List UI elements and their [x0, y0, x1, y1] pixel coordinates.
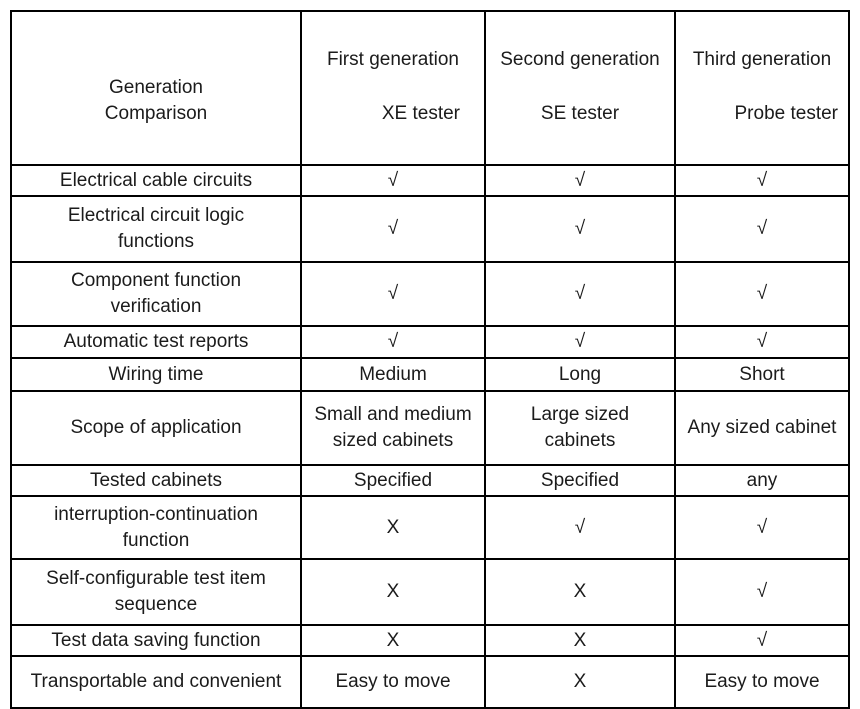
value-cell: √	[484, 261, 676, 328]
value-cell: √	[674, 164, 850, 198]
corner-header-line1: Generation	[108, 77, 203, 98]
generation-comparison-table: Generation Comparison First generation X…	[10, 9, 850, 709]
row-label-cell: Scope of application	[10, 390, 302, 467]
value-cell: Specified	[484, 464, 676, 498]
table-row: Transportable and convenient Easy to mov…	[10, 655, 850, 709]
value-cell: Short	[674, 357, 850, 393]
column-header-generation-label: First generation	[326, 49, 459, 71]
row-label-cell: Tested cabinets	[10, 464, 302, 498]
corner-header-line2: Comparison	[104, 103, 208, 125]
row-label-cell: interruption-continuation function	[10, 495, 302, 561]
column-header-third-generation: Third generation Probe tester	[674, 9, 850, 167]
table-row: Automatic test reports √ √ √	[10, 325, 850, 360]
value-cell: √	[484, 325, 676, 360]
corner-header-cell: Generation Comparison	[10, 9, 302, 167]
table-row: Component function verification √ √ √	[10, 261, 850, 328]
value-cell: X	[300, 495, 486, 561]
value-cell: X	[484, 655, 676, 709]
table-row: Wiring time Medium Long Short	[10, 357, 850, 393]
table-row: Electrical circuit logic functions √ √ √	[10, 195, 850, 264]
value-cell: √	[484, 164, 676, 198]
value-cell: √	[674, 495, 850, 561]
value-cell: √	[674, 624, 850, 658]
value-cell: Any sized cabinet	[674, 390, 850, 467]
value-cell: √	[300, 195, 486, 264]
row-label-cell: Component function verification	[10, 261, 302, 328]
row-label-cell: Test data saving function	[10, 624, 302, 658]
row-label-cell: Self-configurable test item sequence	[10, 558, 302, 627]
value-cell: √	[484, 495, 676, 561]
table-row: Electrical cable circuits √ √ √	[10, 164, 850, 198]
value-cell: √	[674, 195, 850, 264]
value-cell: Large sized cabinets	[484, 390, 676, 467]
column-header-content: Second generation SE tester	[487, 38, 673, 138]
value-cell: √	[674, 325, 850, 360]
value-cell: Easy to move	[674, 655, 850, 709]
value-cell: √	[484, 195, 676, 264]
value-cell: X	[300, 558, 486, 627]
row-label-cell: Automatic test reports	[10, 325, 302, 360]
table-header-row: Generation Comparison First generation X…	[10, 9, 850, 167]
row-label-cell: Electrical circuit logic functions	[10, 195, 302, 264]
value-cell: X	[484, 558, 676, 627]
row-label-cell: Electrical cable circuits	[10, 164, 302, 198]
table-row: Test data saving function X X √	[10, 624, 850, 658]
table-row: Tested cabinets Specified Specified any	[10, 464, 850, 498]
value-cell: Easy to move	[300, 655, 486, 709]
column-header-tester-label: XE tester	[381, 103, 460, 124]
column-header-generation-label: Second generation	[500, 49, 660, 71]
value-cell: Specified	[300, 464, 486, 498]
value-cell: X	[300, 624, 486, 658]
value-cell: √	[300, 325, 486, 360]
value-cell: √	[674, 261, 850, 328]
corner-header-content: Generation Comparison	[13, 38, 299, 138]
value-cell: Medium	[300, 357, 486, 393]
table-row: Self-configurable test item sequence X X…	[10, 558, 850, 627]
column-header-first-generation: First generation XE tester	[300, 9, 486, 167]
row-label-cell: Transportable and convenient	[10, 655, 302, 709]
column-header-second-generation: Second generation SE tester	[484, 9, 676, 167]
row-label-cell: Wiring time	[10, 357, 302, 393]
comparison-table-container: Generation Comparison First generation X…	[10, 9, 850, 709]
table-row: interruption-continuation function X √ √	[10, 495, 850, 561]
value-cell: √	[300, 164, 486, 198]
column-header-generation-label: Third generation	[692, 49, 832, 71]
value-cell: X	[484, 624, 676, 658]
value-cell: Small and medium sized cabinets	[300, 390, 486, 467]
column-header-tester-label: Probe tester	[734, 103, 839, 124]
column-header-tester-label: SE tester	[540, 103, 620, 124]
value-cell: √	[300, 261, 486, 328]
value-cell: √	[674, 558, 850, 627]
value-cell: Long	[484, 357, 676, 393]
table-row: Scope of application Small and medium si…	[10, 390, 850, 467]
column-header-content: First generation XE tester	[303, 38, 483, 138]
value-cell: any	[674, 464, 850, 498]
column-header-content: Third generation Probe tester	[677, 38, 847, 138]
